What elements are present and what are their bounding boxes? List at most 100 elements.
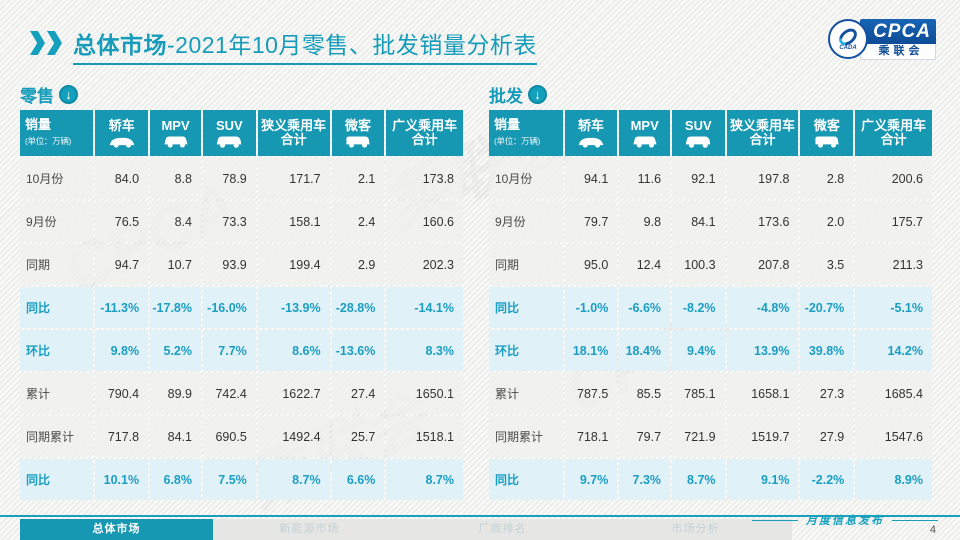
- page-title: 总体市场-2021年10月零售、批发销量分析表: [73, 26, 537, 65]
- column-header: SUV: [202, 110, 256, 156]
- mpv-icon: [619, 135, 670, 148]
- cell-value: 14.2%: [855, 330, 932, 371]
- cell-value: 785.1: [672, 373, 725, 414]
- wholesale-table: 销量 (单位：万辆) 轿车 MPV SUV 狭义乘用车 合计 微客 广义乘用车 合计 10月份 94…: [487, 108, 934, 502]
- cell-value: 1685.4: [855, 373, 932, 414]
- column-header: 微客: [331, 110, 385, 156]
- footer-tab-市场分析[interactable]: 市场分析: [671, 523, 720, 535]
- cell-value: 7.3%: [619, 459, 671, 500]
- cell-value: 7.5%: [202, 459, 256, 500]
- table-row: 同比 -1.0% -6.6% -8.2% -4.8% -20.7% -5.1%: [489, 287, 932, 328]
- cell-value: 160.6: [386, 201, 463, 242]
- column-header: SUV: [672, 110, 725, 156]
- column-header: 广义乘用车 合计: [855, 110, 932, 156]
- table-row: 累计 787.5 85.5 785.1 1658.1 27.3 1685.4: [489, 373, 932, 414]
- table-header-row: 销量 (单位：万辆) 轿车 MPV SUV 狭义乘用车 合计 微客 广义乘用车 合计: [20, 110, 463, 156]
- suv-icon: [672, 135, 725, 148]
- cell-value: 1519.7: [726, 416, 799, 457]
- column-header: 轿车: [564, 110, 618, 156]
- cell-value: 79.7: [619, 416, 671, 457]
- cell-value: -17.8%: [150, 287, 201, 328]
- table-row: 环比 18.1% 18.4% 9.4% 13.9% 39.8% 14.2%: [489, 330, 932, 371]
- down-arrow-icon: ↓: [59, 85, 78, 104]
- cell-value: 84.1: [150, 416, 201, 457]
- cell-value: 2.1: [331, 158, 385, 199]
- cell-value: -28.8%: [331, 287, 385, 328]
- microvan-icon: [332, 135, 385, 148]
- row-label: 9月份: [489, 201, 563, 242]
- cell-value: 27.9: [800, 416, 854, 457]
- cell-value: 84.1: [672, 201, 725, 242]
- column-header: MPV: [150, 110, 201, 156]
- retail-table: 销量 (单位：万辆) 轿车 MPV SUV 狭义乘用车 合计 微客 广义乘用车 合计 10月份 84…: [18, 108, 465, 502]
- row-label: 10月份: [20, 158, 94, 199]
- page-number: 4: [929, 524, 936, 536]
- microvan-icon: [800, 135, 853, 148]
- cell-value: 8.7%: [386, 459, 463, 500]
- footer-nav: 总体市场 新能源市场 厂商排名 市场分析: [20, 519, 792, 540]
- cell-value: 1650.1: [386, 373, 463, 414]
- table-row: 同期累计 717.8 84.1 690.5 1492.4 25.7 1518.1: [20, 416, 463, 457]
- sedan-icon: [565, 135, 618, 148]
- cell-value: 73.3: [202, 201, 256, 242]
- cell-value: 84.0: [95, 158, 149, 199]
- release-caption: 月度信息发布: [752, 512, 938, 528]
- row-label: 同期: [489, 244, 563, 285]
- cell-value: -1.0%: [564, 287, 618, 328]
- cell-value: 95.0: [564, 244, 618, 285]
- table-row: 同比 -11.3% -17.8% -16.0% -13.9% -28.8% -14.1%: [20, 287, 463, 328]
- cell-value: 85.5: [619, 373, 671, 414]
- cell-value: 9.4%: [672, 330, 725, 371]
- sedan-icon: [95, 135, 148, 148]
- cell-value: 173.6: [726, 201, 799, 242]
- footer-tab-总体市场[interactable]: 总体市场: [20, 519, 213, 540]
- cell-value: 690.5: [202, 416, 256, 457]
- release-text: 月度信息发布: [806, 515, 884, 527]
- emblem-text: CADA: [839, 44, 857, 51]
- cell-value: 6.8%: [150, 459, 201, 500]
- cell-value: 717.8: [95, 416, 149, 457]
- footer-divider: [0, 515, 960, 517]
- cell-value: 8.3%: [386, 330, 463, 371]
- cell-value: 8.8: [150, 158, 201, 199]
- column-header: 轿车: [95, 110, 149, 156]
- cell-value: -20.7%: [800, 287, 854, 328]
- row-label: 同比: [489, 287, 563, 328]
- footer-tab-新能源市场[interactable]: 新能源市场: [279, 523, 340, 535]
- title-section: 总体市场: [73, 32, 167, 58]
- footer-tab-厂商排名[interactable]: 厂商排名: [478, 523, 527, 535]
- logo-cpca-text: CPCA: [860, 18, 936, 44]
- cell-value: 787.5: [564, 373, 618, 414]
- table-row: 同比 9.7% 7.3% 8.7% 9.1% -2.2% 8.9%: [489, 459, 932, 500]
- cell-value: 2.4: [331, 201, 385, 242]
- cell-value: 1622.7: [257, 373, 330, 414]
- table-row: 10月份 84.0 8.8 78.9 171.7 2.1 173.8: [20, 158, 463, 199]
- row-label: 同期累计: [489, 416, 563, 457]
- cell-value: 2.9: [331, 244, 385, 285]
- cpca-emblem-icon: CADA: [828, 19, 868, 59]
- cell-value: 211.3: [855, 244, 932, 285]
- cell-value: 742.4: [202, 373, 256, 414]
- cell-value: 27.4: [331, 373, 385, 414]
- row-label: 同期: [20, 244, 94, 285]
- cell-value: 94.7: [95, 244, 149, 285]
- wholesale-label-text: 批发: [489, 87, 523, 106]
- cell-value: 8.7%: [672, 459, 725, 500]
- cell-value: -13.6%: [331, 330, 385, 371]
- cell-value: 39.8%: [800, 330, 854, 371]
- cell-value: 8.6%: [257, 330, 330, 371]
- cell-value: 173.8: [386, 158, 463, 199]
- double-chevron-icon: [30, 31, 64, 55]
- table-row: 同期 94.7 10.7 93.9 199.4 2.9 202.3: [20, 244, 463, 285]
- cell-value: 2.0: [800, 201, 854, 242]
- wholesale-section-label: 批发 ↓: [489, 82, 547, 107]
- cell-value: 197.8: [726, 158, 799, 199]
- cell-value: 721.9: [672, 416, 725, 457]
- cell-value: 790.4: [95, 373, 149, 414]
- table-row: 10月份 94.1 11.6 92.1 197.8 2.8 200.6: [489, 158, 932, 199]
- cell-value: 11.6: [619, 158, 671, 199]
- cell-value: -14.1%: [386, 287, 463, 328]
- row-label: 9月份: [20, 201, 94, 242]
- cell-value: -2.2%: [800, 459, 854, 500]
- cell-value: -4.8%: [726, 287, 799, 328]
